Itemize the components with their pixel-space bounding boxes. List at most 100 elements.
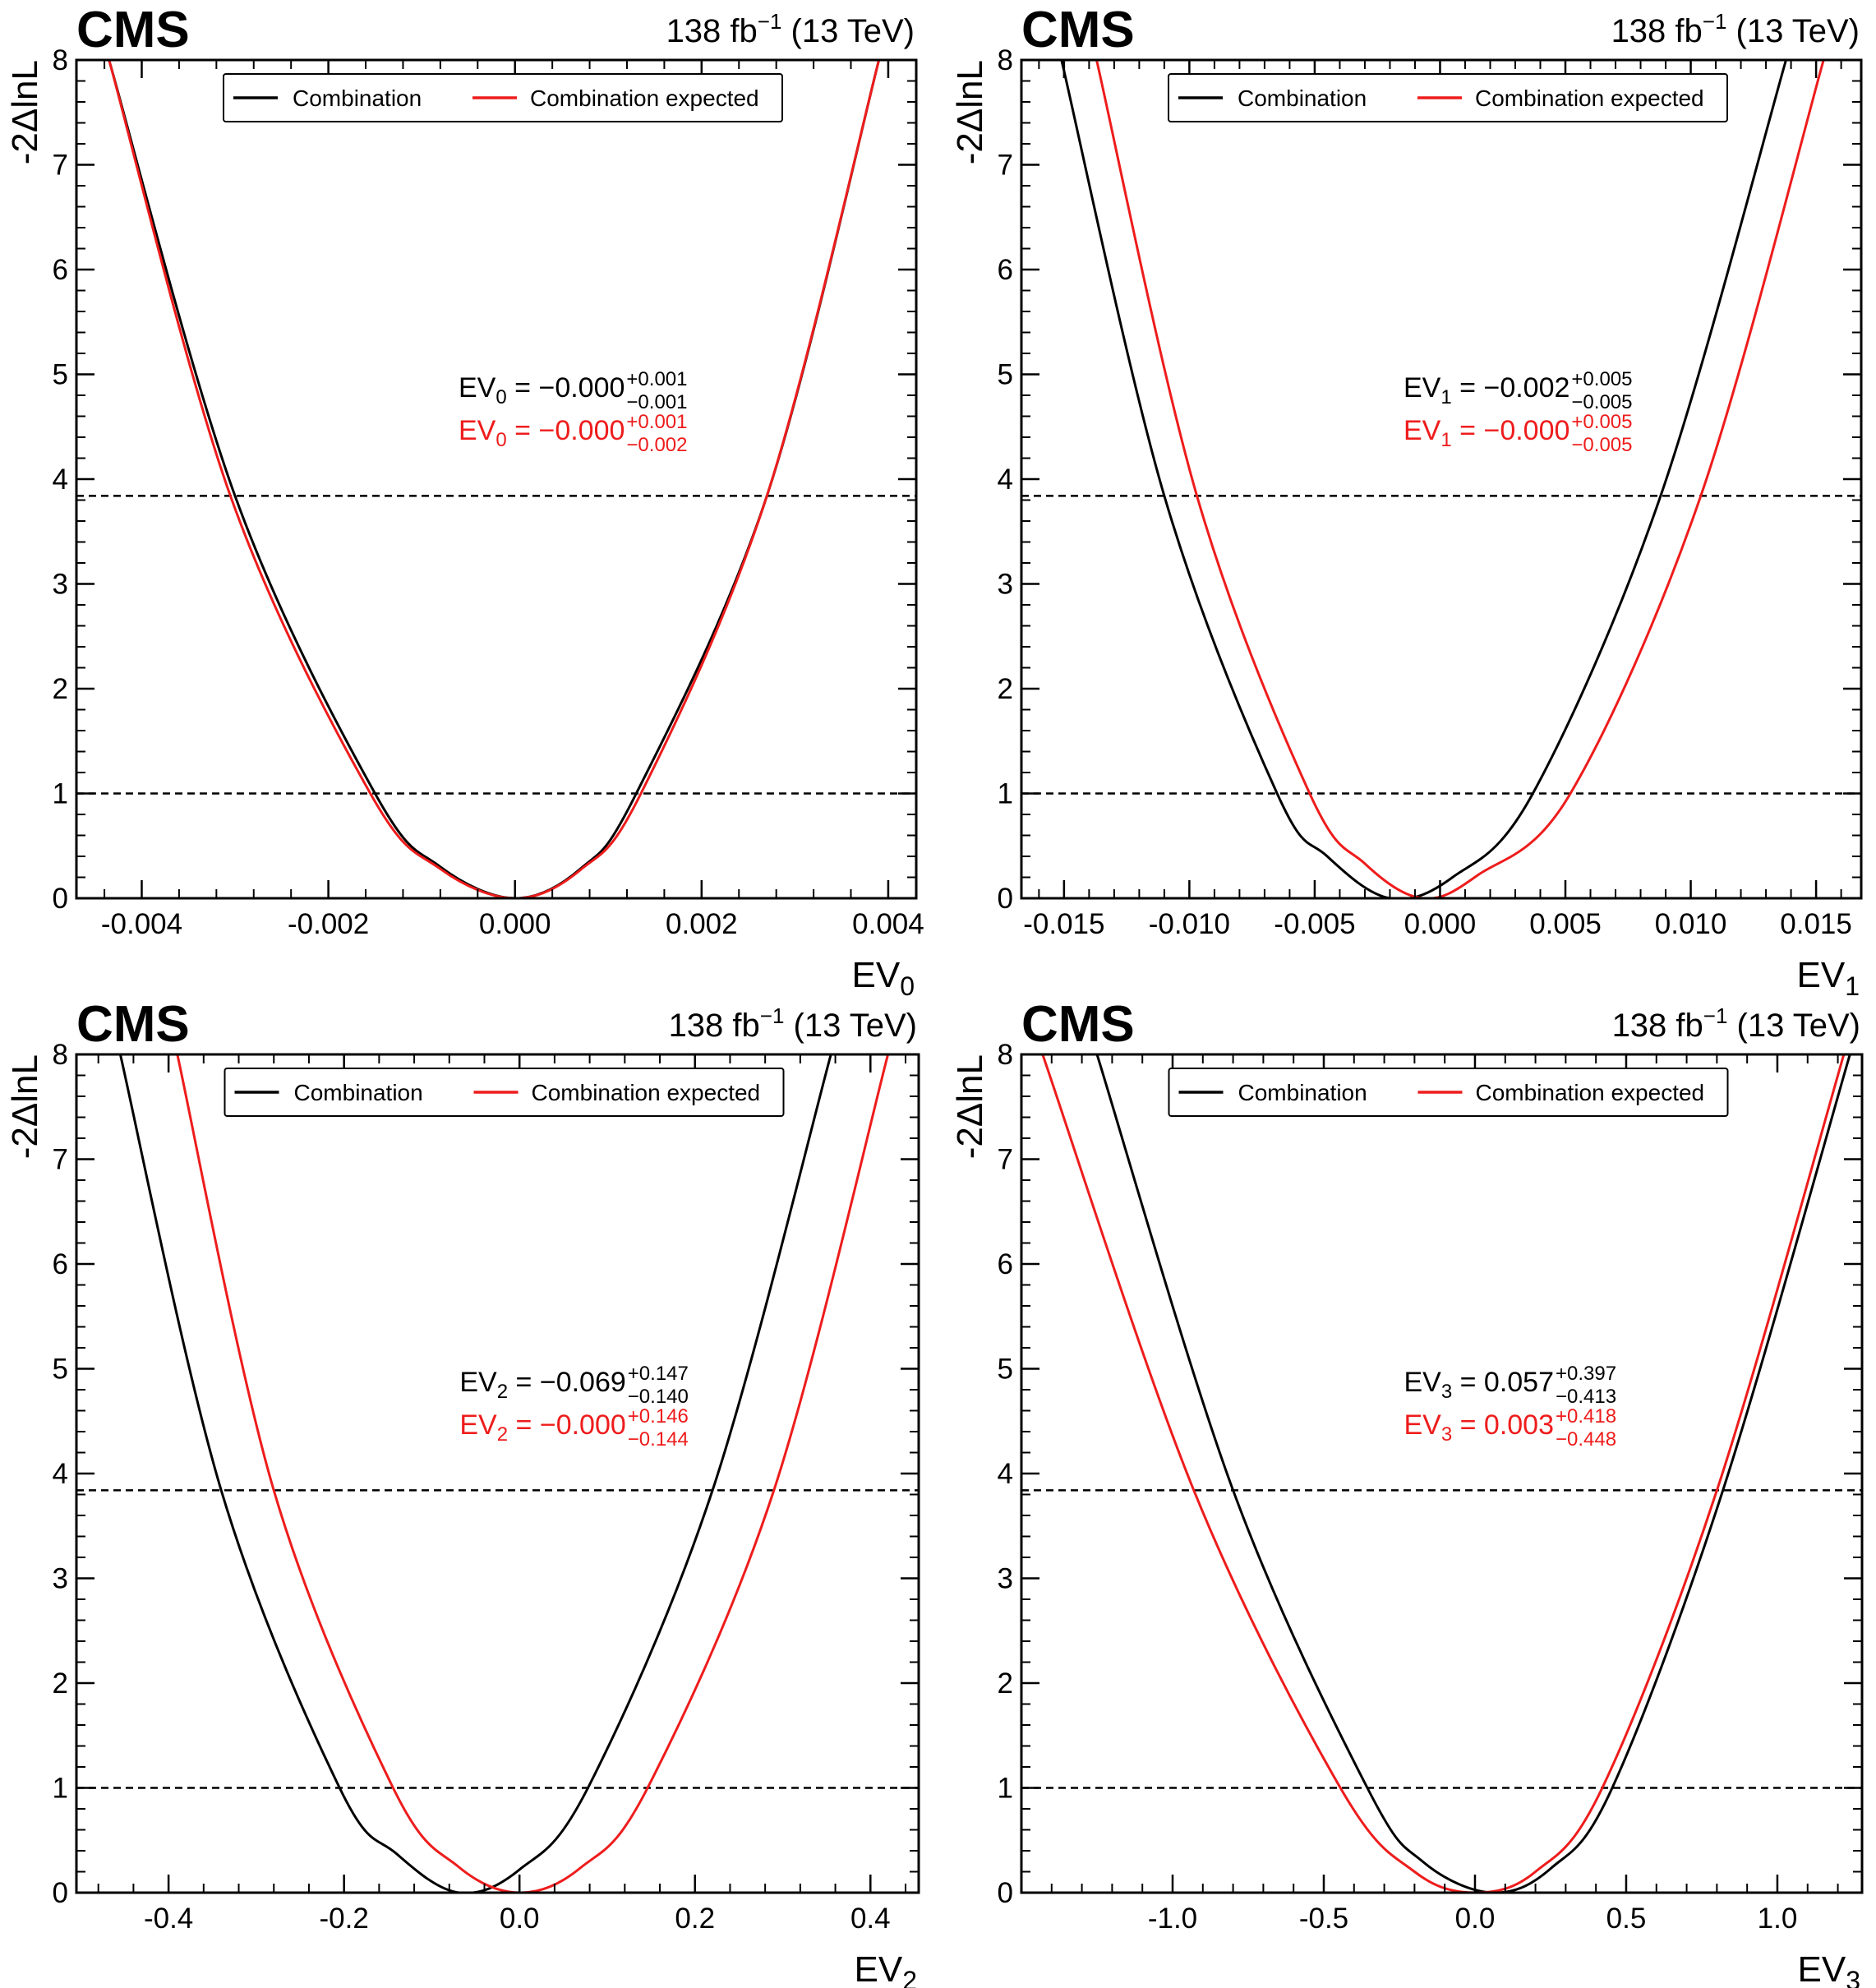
result-expected: EV2 = −0.000 [459,1409,625,1446]
result-symbol-sub: 2 [497,1381,508,1403]
y-tick-label: 3 [53,1563,68,1595]
y-tick-label: 6 [53,254,68,286]
x-axis-title-sub: 0 [900,971,915,1001]
plot-frame [1020,58,1863,900]
result-uncertainty-down: −0.001 [626,391,687,413]
lumi-exponent: −1 [1703,1003,1728,1028]
y-tick-label: 0 [998,1877,1013,1909]
energy-label: (13 TeV) [784,1008,917,1044]
x-tick-label: 0.005 [1529,908,1602,940]
result-symbol: EV [459,1409,497,1441]
result-symbol: EV [1404,1409,1441,1441]
y-tick-label: 7 [998,150,1013,182]
cms-label: CMS [1021,2,1135,58]
x-tick-label: 0.2 [675,1903,715,1935]
y-tick-label: 6 [998,254,1013,286]
result-symbol: EV [459,415,496,446]
x-tick-label: 0.002 [666,908,738,940]
x-axis-title-main: EV [1798,1949,1846,1988]
x-tick-label: 0.015 [1780,908,1852,940]
legend-label-expected: Combination expected [1475,85,1704,111]
result-symbol: EV [1404,415,1441,446]
cms-label: CMS [1021,996,1135,1053]
y-tick-label: 5 [998,1354,1013,1386]
x-axis-title: EV2 [855,1949,918,1988]
x-axis-title: EV0 [852,955,915,1001]
y-axis-title: -2ΔlnL [950,60,990,164]
y-tick-label: 4 [53,464,68,496]
y-tick-label: 8 [998,44,1013,76]
result-symbol-sub: 0 [496,386,506,408]
result-observed: EV3 = 0.057 [1404,1367,1554,1403]
x-tick-label: -0.005 [1274,908,1355,940]
result-symbol-sub: 1 [1440,386,1451,408]
x-tick-label: 1.0 [1758,1903,1798,1935]
result-symbol: EV [459,372,496,404]
x-tick-label: 0.004 [852,908,924,940]
x-axis-title-sub: 2 [902,1966,917,1988]
legend-label-expected: Combination expected [530,85,759,111]
x-tick-label: -0.5 [1299,1903,1348,1935]
lumi-exponent: −1 [1703,9,1727,34]
y-tick-label: 6 [998,1248,1013,1280]
lumi-exponent: −1 [760,1003,785,1028]
result-observed: EV2 = −0.069 [459,1367,625,1403]
panel-2: CMS 138 fb−1 (13 TeV) 0 1 2 3 4 5 6 7 8 -0.4 -0.2 0.0… [5,996,920,1988]
x-axis-title: EV3 [1798,1949,1861,1988]
series-line-expected [1095,60,1825,898]
lumi-value: 138 fb [1612,1008,1703,1044]
y-tick-label: 3 [998,1563,1013,1595]
series-line-observed [118,1054,832,1893]
result-symbol: EV [459,1367,497,1398]
x-tick-label: 0.010 [1655,908,1727,940]
panel-3: CMS 138 fb−1 (13 TeV) 0 1 2 3 4 5 6 7 8 -1.0 -0.5 0.0… [950,996,1864,1988]
cms-label: CMS [76,996,190,1053]
y-tick-label: 4 [53,1458,68,1490]
result-symbol-sub: 3 [1441,1381,1452,1403]
y-tick-label: 1 [53,778,68,810]
result-symbol-sub: 1 [1440,429,1451,451]
y-tick-label: 6 [53,1248,68,1280]
result-expected: EV0 = −0.000 [459,415,625,451]
y-tick-label: 3 [998,569,1013,601]
panel-1: CMS 138 fb−1 (13 TeV) 0 1 2 3 4 5 6 7 8 -0.015 -0.01… [950,2,1863,1001]
result-value: = −0.069 [508,1367,626,1398]
plot-frame [1020,1053,1864,1894]
y-tick-label: 5 [53,1354,68,1386]
result-value: = −0.000 [1452,415,1570,446]
x-tick-label: -0.2 [319,1903,368,1935]
y-tick-label: 1 [53,1773,68,1805]
y-tick-label: 2 [53,1667,68,1700]
result-expected: EV3 = 0.003 [1404,1409,1554,1446]
result-uncertainty-down: −0.005 [1571,391,1632,413]
lumi-value: 138 fb [1611,13,1703,49]
x-axis-title-main: EV [855,1949,903,1988]
y-tick-label: 2 [53,673,68,705]
legend-label-observed: Combination [1238,85,1367,111]
legend-label-expected: Combination expected [1476,1080,1705,1105]
plot-frame [75,58,918,900]
result-uncertainty-up: +0.005 [1571,411,1632,433]
y-axis-title: -2ΔlnL [5,1054,45,1159]
legend-label-expected: Combination expected [532,1080,761,1105]
y-tick-label: 8 [53,44,68,76]
y-tick-label: 7 [53,1144,68,1176]
series-line-observed [1060,60,1787,898]
result-symbol-sub: 0 [496,429,506,451]
x-tick-label: 0.4 [850,1903,891,1935]
x-tick-label: 0.5 [1606,1903,1647,1935]
result-value: = −0.002 [1452,372,1570,404]
series-line-expected [176,1054,890,1893]
lumi-label: 138 fb−1 (13 TeV) [669,1003,917,1044]
result-value: = −0.000 [507,415,625,446]
result-uncertainty-down: −0.413 [1556,1386,1616,1408]
legend-label-observed: Combination [293,85,422,111]
result-value: = 0.003 [1452,1409,1554,1441]
y-tick-label: 1 [998,1773,1013,1805]
result-value: = 0.057 [1452,1367,1554,1398]
y-tick-label: 3 [53,569,68,601]
result-value: = −0.000 [507,372,625,404]
result-uncertainty-down: −0.005 [1571,434,1632,456]
y-tick-label: 7 [53,150,68,182]
